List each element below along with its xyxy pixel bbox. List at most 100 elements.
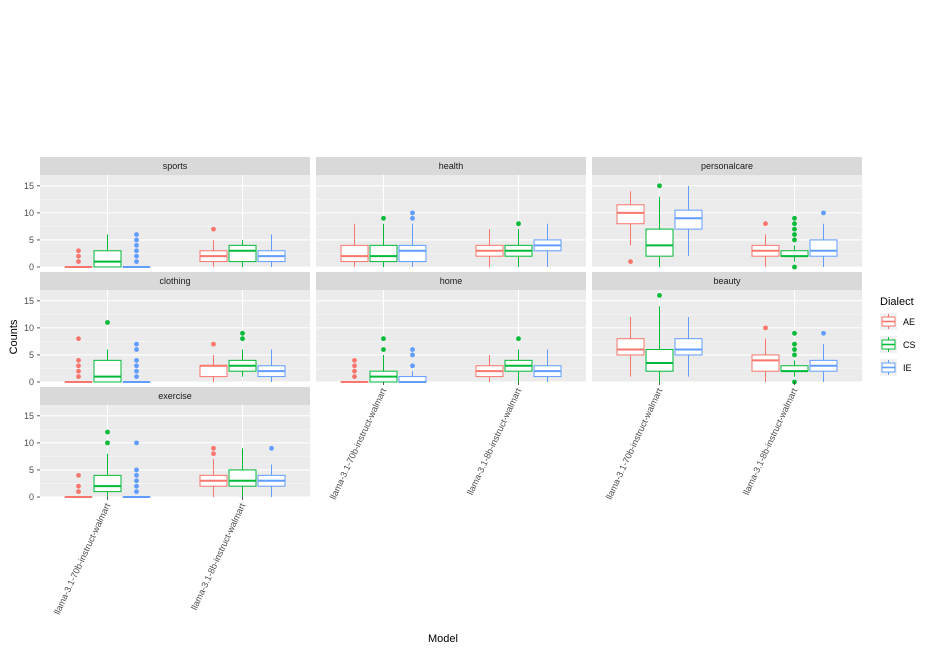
outlier-health-llama-3.1-8b-instruct-walmart-CS bbox=[516, 221, 521, 227]
box-personalcare-llama-3.1-70b-instruct-walmart-CS bbox=[645, 228, 674, 257]
outlier-clothing-llama-3.1-70b-instruct-walmart-AE bbox=[76, 374, 81, 379]
outlier-clothing-llama-3.1-70b-instruct-walmart-AE bbox=[76, 368, 81, 374]
x-tick-label: llama-3.1-8b-instruct-walmart bbox=[465, 386, 524, 496]
outlier-exercise-llama-3.1-70b-instruct-walmart-IE bbox=[134, 489, 139, 494]
outlier-home-llama-3.1-70b-instruct-walmart-AE bbox=[352, 368, 357, 374]
box-exercise-llama-3.1-70b-instruct-walmart-CS bbox=[93, 474, 122, 493]
outlier-clothing-llama-3.1-8b-instruct-walmart-CS bbox=[240, 330, 245, 336]
outlier-exercise-llama-3.1-70b-instruct-walmart-AE bbox=[76, 483, 81, 489]
outlier-home-llama-3.1-70b-instruct-walmart-CS bbox=[381, 347, 386, 352]
box-personalcare-llama-3.1-70b-instruct-walmart-AE bbox=[616, 204, 645, 225]
outlier-home-llama-3.1-70b-instruct-walmart-IE bbox=[410, 352, 415, 358]
outlier-clothing-llama-3.1-70b-instruct-walmart-IE bbox=[134, 357, 139, 363]
outlier-exercise-llama-3.1-70b-instruct-walmart-IE bbox=[134, 483, 139, 489]
outlier-exercise-llama-3.1-70b-instruct-walmart-CS bbox=[105, 440, 110, 446]
y-tick-label: 15 bbox=[24, 411, 34, 421]
x-tick-label: llama-3.1-70b-instruct-walmart bbox=[328, 386, 389, 501]
outlier-personalcare-llama-3.1-8b-instruct-walmart-AE bbox=[763, 221, 768, 227]
outlier-home-llama-3.1-8b-instruct-walmart-CS bbox=[516, 336, 521, 342]
outlier-beauty-llama-3.1-8b-instruct-walmart-IE bbox=[821, 330, 826, 336]
outlier-home-llama-3.1-70b-instruct-walmart-IE bbox=[410, 347, 415, 352]
outlier-exercise-llama-3.1-70b-instruct-walmart-IE bbox=[134, 467, 139, 473]
outlier-sports-llama-3.1-70b-instruct-walmart-AE bbox=[76, 248, 81, 254]
outlier-exercise-llama-3.1-8b-instruct-walmart-IE bbox=[269, 445, 274, 451]
outlier-personalcare-llama-3.1-8b-instruct-walmart-CS bbox=[792, 264, 797, 270]
box-clothing-llama-3.1-70b-instruct-walmart-CS bbox=[93, 359, 122, 383]
legend-label-CS: CS bbox=[903, 340, 916, 350]
outlier-sports-llama-3.1-70b-instruct-walmart-AE bbox=[76, 253, 81, 259]
outlier-exercise-llama-3.1-8b-instruct-walmart-AE bbox=[211, 451, 216, 457]
outlier-health-llama-3.1-70b-instruct-walmart-CS bbox=[381, 215, 386, 221]
outlier-exercise-llama-3.1-70b-instruct-walmart-IE bbox=[134, 440, 139, 446]
x-tick-label: llama-3.1-70b-instruct-walmart bbox=[604, 386, 665, 501]
box-health-llama-3.1-70b-instruct-walmart-CS bbox=[369, 244, 398, 263]
y-tick-label: 0 bbox=[29, 492, 34, 502]
x-tick-label: llama-3.1-8b-instruct-walmart bbox=[741, 386, 800, 496]
outlier-personalcare-llama-3.1-70b-instruct-walmart-AE bbox=[628, 259, 633, 264]
outlier-home-llama-3.1-70b-instruct-walmart-AE bbox=[352, 374, 357, 379]
outlier-personalcare-llama-3.1-70b-instruct-walmart-CS bbox=[657, 183, 662, 189]
outlier-beauty-llama-3.1-70b-instruct-walmart-CS bbox=[657, 293, 662, 298]
y-tick-label: 5 bbox=[29, 465, 34, 475]
outlier-beauty-llama-3.1-8b-instruct-walmart-AE bbox=[763, 325, 768, 331]
outlier-personalcare-llama-3.1-8b-instruct-walmart-CS bbox=[792, 226, 797, 232]
outlier-clothing-llama-3.1-70b-instruct-walmart-AE bbox=[76, 336, 81, 342]
outlier-clothing-llama-3.1-70b-instruct-walmart-AE bbox=[76, 363, 81, 369]
box-exercise-llama-3.1-8b-instruct-walmart-CS bbox=[228, 469, 257, 487]
outlier-sports-llama-3.1-70b-instruct-walmart-IE bbox=[134, 259, 139, 264]
facet-strip-sports bbox=[40, 157, 310, 175]
box-beauty-llama-3.1-70b-instruct-walmart-IE bbox=[674, 338, 703, 356]
box-personalcare-llama-3.1-8b-instruct-walmart-IE bbox=[809, 239, 838, 257]
facet-label-exercise: exercise bbox=[158, 391, 192, 401]
outlier-exercise-llama-3.1-70b-instruct-walmart-IE bbox=[134, 472, 139, 478]
outlier-sports-llama-3.1-8b-instruct-walmart-AE bbox=[211, 226, 216, 232]
facet-strip-health bbox=[316, 157, 586, 175]
y-tick-label: 15 bbox=[24, 296, 34, 306]
outlier-exercise-llama-3.1-70b-instruct-walmart-AE bbox=[76, 472, 81, 478]
x-tick-label: llama-3.1-8b-instruct-walmart bbox=[189, 501, 248, 611]
y-tick-label: 10 bbox=[24, 438, 34, 448]
outlier-beauty-llama-3.1-8b-instruct-walmart-CS bbox=[792, 347, 797, 352]
facet-strip-home bbox=[316, 272, 586, 290]
outlier-clothing-llama-3.1-8b-instruct-walmart-AE bbox=[211, 341, 216, 347]
outlier-home-llama-3.1-70b-instruct-walmart-AE bbox=[352, 363, 357, 369]
box-beauty-llama-3.1-70b-instruct-walmart-CS bbox=[645, 349, 674, 372]
facet-label-clothing: clothing bbox=[159, 276, 190, 286]
y-tick-label: 15 bbox=[24, 181, 34, 191]
x-tick-label: llama-3.1-70b-instruct-walmart bbox=[52, 501, 113, 616]
legend-label-IE: IE bbox=[903, 363, 912, 373]
outlier-clothing-llama-3.1-70b-instruct-walmart-CS bbox=[105, 320, 110, 325]
y-tick-label: 10 bbox=[24, 208, 34, 218]
facet-label-home: home bbox=[440, 276, 463, 286]
y-tick-label: 5 bbox=[29, 235, 34, 245]
outlier-personalcare-llama-3.1-8b-instruct-walmart-IE bbox=[821, 210, 826, 216]
box-beauty-llama-3.1-70b-instruct-walmart-AE bbox=[616, 338, 645, 356]
outlier-sports-llama-3.1-70b-instruct-walmart-IE bbox=[134, 232, 139, 237]
x-axis-title: Model bbox=[428, 633, 458, 645]
outlier-sports-llama-3.1-70b-instruct-walmart-IE bbox=[134, 253, 139, 259]
outlier-exercise-llama-3.1-70b-instruct-walmart-IE bbox=[134, 478, 139, 484]
outlier-sports-llama-3.1-70b-instruct-walmart-IE bbox=[134, 242, 139, 248]
outlier-clothing-llama-3.1-70b-instruct-walmart-IE bbox=[134, 363, 139, 369]
outlier-beauty-llama-3.1-8b-instruct-walmart-CS bbox=[792, 352, 797, 358]
box-personalcare-llama-3.1-70b-instruct-walmart-IE bbox=[674, 209, 703, 230]
box-health-llama-3.1-70b-instruct-walmart-IE bbox=[398, 244, 427, 263]
outlier-home-llama-3.1-70b-instruct-walmart-CS bbox=[381, 336, 386, 342]
facet-strip-personalcare bbox=[592, 157, 862, 175]
outlier-personalcare-llama-3.1-8b-instruct-walmart-CS bbox=[792, 215, 797, 221]
box-clothing-llama-3.1-8b-instruct-walmart-AE bbox=[199, 365, 228, 378]
facet-label-sports: sports bbox=[163, 161, 188, 171]
box-health-llama-3.1-70b-instruct-walmart-AE bbox=[340, 244, 369, 263]
outlier-personalcare-llama-3.1-8b-instruct-walmart-CS bbox=[792, 221, 797, 227]
box-sports-llama-3.1-8b-instruct-walmart-CS bbox=[228, 244, 257, 263]
outlier-clothing-llama-3.1-70b-instruct-walmart-AE bbox=[76, 357, 81, 363]
outlier-beauty-llama-3.1-8b-instruct-walmart-CS bbox=[792, 330, 797, 336]
y-tick-label: 10 bbox=[24, 323, 34, 333]
outlier-beauty-llama-3.1-8b-instruct-walmart-CS bbox=[792, 341, 797, 347]
y-tick-label: 0 bbox=[29, 377, 34, 387]
outlier-exercise-llama-3.1-70b-instruct-walmart-CS bbox=[105, 429, 110, 435]
outlier-exercise-llama-3.1-8b-instruct-walmart-AE bbox=[211, 445, 216, 451]
outlier-clothing-llama-3.1-70b-instruct-walmart-IE bbox=[134, 347, 139, 352]
facet-label-personalcare: personalcare bbox=[701, 161, 753, 171]
